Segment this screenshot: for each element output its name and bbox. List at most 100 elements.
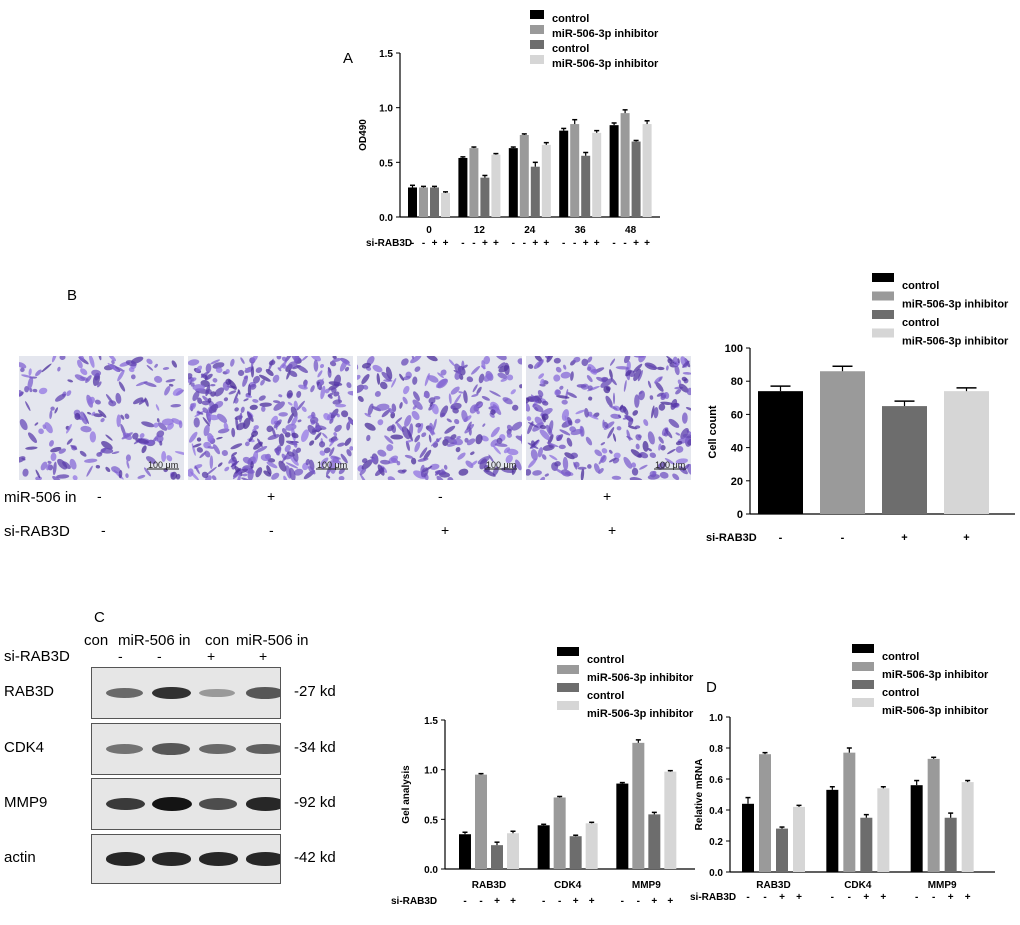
stained-cell bbox=[386, 425, 395, 432]
stained-cell bbox=[381, 371, 392, 382]
chart-d-y-tick-label: 0.8 bbox=[709, 744, 723, 755]
stained-cell bbox=[121, 432, 133, 440]
blot-row-cdk4 bbox=[91, 723, 281, 775]
stained-cell bbox=[166, 455, 173, 462]
chart-d-bar bbox=[776, 828, 788, 872]
stained-cell bbox=[660, 444, 666, 451]
stained-cell bbox=[466, 421, 472, 431]
stained-cell bbox=[230, 460, 240, 468]
blot-protein-label: RAB3D bbox=[4, 683, 55, 700]
stained-cell bbox=[215, 367, 223, 373]
stained-cell bbox=[317, 370, 323, 378]
stained-cell bbox=[272, 400, 281, 404]
stained-cell bbox=[263, 470, 272, 477]
stained-cell bbox=[331, 387, 337, 393]
chart-d-legend-swatch-4 bbox=[852, 698, 874, 707]
stained-cell bbox=[637, 370, 643, 382]
stained-cell bbox=[423, 449, 432, 461]
stained-cell bbox=[448, 393, 452, 405]
stained-cell bbox=[44, 422, 53, 434]
stained-cell bbox=[405, 439, 413, 443]
stained-cell bbox=[361, 458, 368, 463]
stained-cell bbox=[490, 409, 496, 415]
micrograph-background bbox=[526, 356, 691, 480]
stained-cell bbox=[286, 451, 295, 457]
stained-cell bbox=[497, 372, 508, 379]
stained-cell bbox=[452, 407, 459, 414]
stained-cell bbox=[675, 458, 688, 464]
stained-cell bbox=[301, 429, 309, 442]
stained-cell bbox=[159, 440, 163, 446]
stained-cell bbox=[638, 390, 645, 401]
stained-cell bbox=[555, 366, 562, 373]
stained-cell bbox=[210, 383, 216, 387]
stained-cell bbox=[224, 466, 230, 472]
stained-cell bbox=[268, 360, 276, 366]
stained-cell bbox=[587, 356, 593, 363]
stained-cell bbox=[273, 401, 285, 411]
stained-cell bbox=[98, 356, 102, 361]
stained-cell bbox=[100, 418, 105, 423]
stained-cell bbox=[426, 356, 438, 362]
stained-cell bbox=[539, 429, 551, 441]
stained-cell bbox=[464, 437, 469, 443]
stained-cell bbox=[634, 425, 641, 429]
stained-cell bbox=[313, 359, 319, 372]
chart-a-x-tick-label: 36 bbox=[575, 225, 587, 236]
stained-cell bbox=[421, 432, 427, 438]
stained-cell bbox=[668, 418, 680, 428]
stained-cell bbox=[125, 360, 137, 367]
stained-cell bbox=[207, 446, 215, 449]
stained-cell bbox=[201, 400, 210, 406]
blot-row-rab3d bbox=[91, 667, 281, 719]
stained-cell bbox=[247, 467, 254, 480]
stained-cell bbox=[517, 358, 522, 365]
stained-cell bbox=[556, 434, 564, 442]
scale-bar-label: 100 μm bbox=[148, 460, 179, 470]
stained-cell bbox=[56, 474, 70, 479]
panel-letter-c: C bbox=[94, 609, 105, 626]
chart-c-bar bbox=[569, 836, 582, 869]
stained-cell bbox=[231, 427, 236, 438]
chart-c-legend-label-2: miR-506-3p inhibitor bbox=[587, 672, 694, 684]
stained-cell bbox=[656, 366, 665, 371]
stained-cell bbox=[89, 356, 95, 368]
chart-b-legend-label-1: control bbox=[902, 280, 939, 292]
stained-cell bbox=[686, 387, 691, 396]
stained-cell bbox=[38, 387, 48, 395]
stained-cell bbox=[196, 437, 202, 442]
stained-cell bbox=[376, 403, 390, 411]
stained-cell bbox=[346, 382, 352, 389]
stained-cell bbox=[305, 459, 310, 466]
stained-cell bbox=[616, 426, 622, 431]
stained-cell bbox=[492, 445, 501, 455]
stained-cell bbox=[221, 450, 228, 456]
stained-cell bbox=[476, 386, 482, 395]
chart-d-bar bbox=[910, 785, 923, 872]
stained-cell bbox=[619, 404, 624, 411]
stained-cell bbox=[384, 435, 394, 444]
stained-cell bbox=[309, 416, 319, 424]
stained-cell bbox=[494, 443, 508, 447]
stained-cell bbox=[634, 394, 640, 408]
sign-mir-2: + bbox=[267, 488, 276, 504]
stained-cell bbox=[609, 369, 613, 379]
stained-cell bbox=[28, 368, 32, 376]
stained-cell bbox=[469, 404, 478, 414]
stained-cell bbox=[685, 406, 691, 411]
stained-cell bbox=[612, 433, 617, 442]
stained-cell bbox=[89, 431, 97, 443]
stained-cell bbox=[333, 391, 340, 397]
stained-cell bbox=[391, 378, 397, 388]
stained-cell bbox=[329, 447, 335, 457]
stained-cell bbox=[344, 366, 350, 372]
stained-cell bbox=[243, 398, 249, 402]
stained-cell bbox=[528, 395, 543, 402]
stained-cell bbox=[157, 422, 168, 431]
stained-cell bbox=[623, 356, 631, 364]
blot-si-sign-1: - bbox=[118, 648, 123, 664]
stained-cell bbox=[630, 449, 642, 458]
stained-cell bbox=[344, 437, 352, 446]
stained-cell bbox=[526, 402, 531, 412]
stained-cell bbox=[279, 361, 287, 370]
